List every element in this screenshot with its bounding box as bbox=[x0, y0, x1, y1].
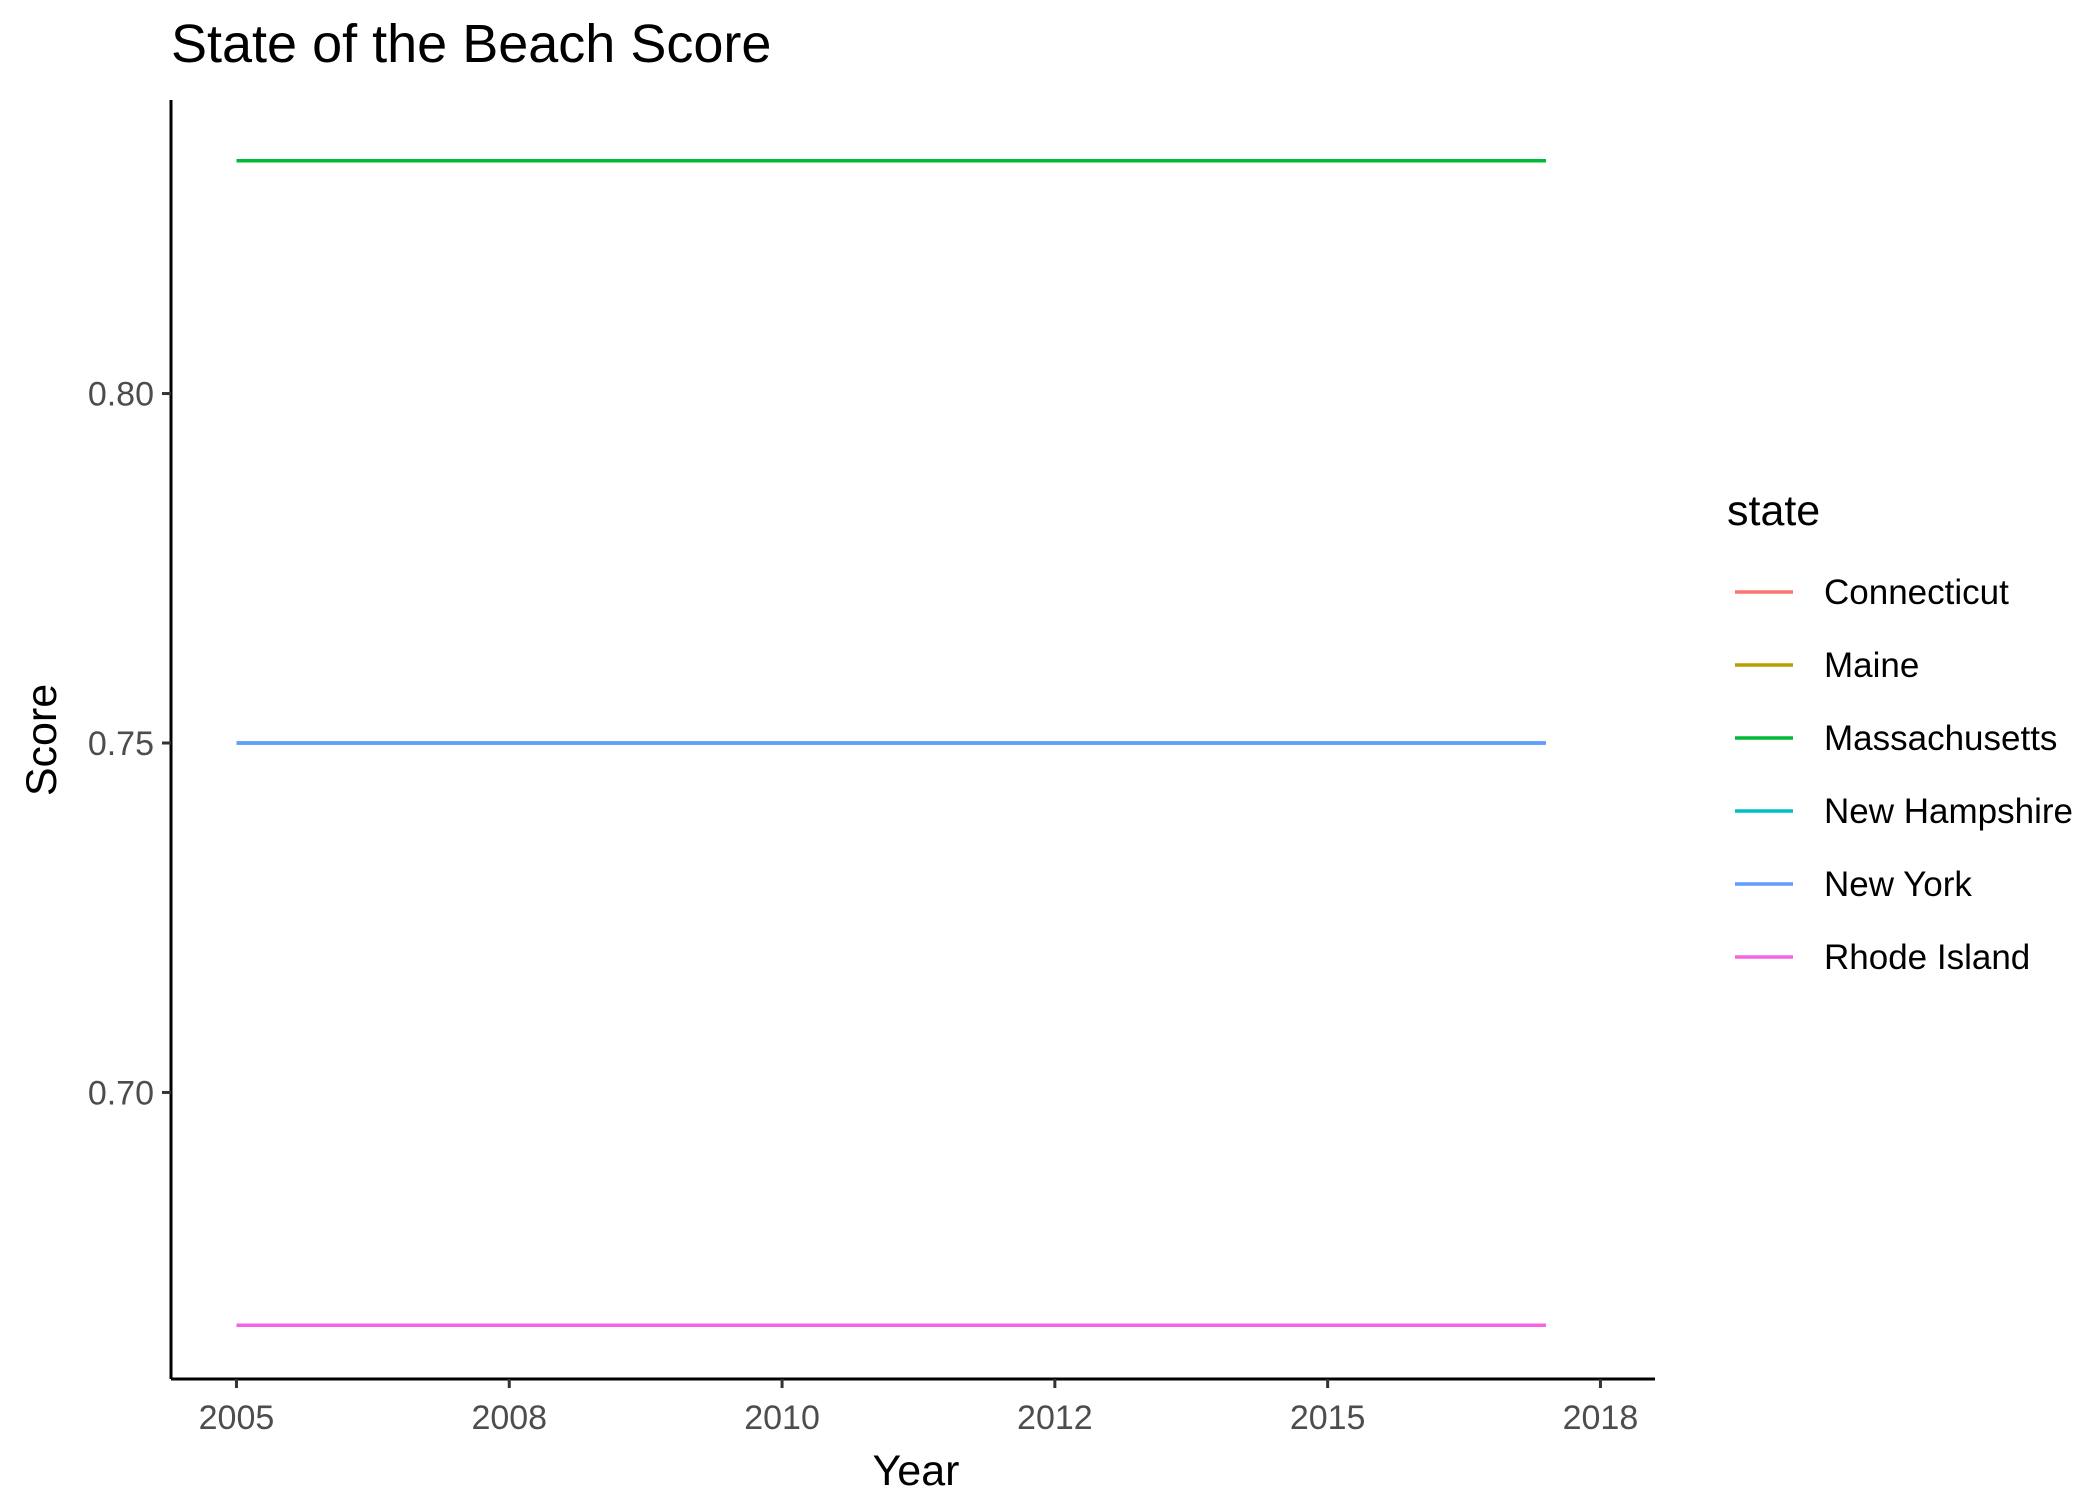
x-tick-label: 2005 bbox=[199, 1399, 275, 1437]
legend-title: state bbox=[1727, 487, 1820, 535]
legend-item-rhode-island: Rhode Island bbox=[1735, 938, 2030, 977]
legend-item-massachusetts: Massachusetts bbox=[1735, 719, 2057, 758]
plot-series-group bbox=[236, 159, 1546, 1327]
y-tick-label: 0.70 bbox=[88, 1074, 154, 1112]
y-tick-label: 0.80 bbox=[88, 376, 154, 414]
y-axis-title: Score bbox=[18, 684, 66, 796]
x-tick-label: 2012 bbox=[1017, 1399, 1093, 1437]
legend-label: New York bbox=[1824, 865, 1972, 904]
x-tick-label: 2018 bbox=[1563, 1399, 1639, 1437]
x-tick-label: 2008 bbox=[471, 1399, 547, 1437]
legend-label: Rhode Island bbox=[1824, 938, 2030, 977]
legend-item-maine: Maine bbox=[1735, 646, 1919, 685]
y-axis-ticks: 0.70 0.75 0.80 bbox=[88, 376, 171, 1112]
legend-label: Maine bbox=[1824, 646, 1919, 685]
legend-item-new-york: New York bbox=[1735, 865, 1972, 904]
legend-label: New Hampshire bbox=[1824, 792, 2073, 831]
x-axis-title: Year bbox=[873, 1447, 960, 1495]
legend-item-new-hampshire: New Hampshire bbox=[1735, 792, 2073, 831]
x-tick-label: 2010 bbox=[744, 1399, 820, 1437]
legend: Connecticut Maine Massachusetts New Hampshi… bbox=[1735, 573, 2073, 977]
y-tick-label: 0.75 bbox=[88, 725, 154, 763]
x-axis-ticks: 2005 2008 2010 2012 2015 2018 bbox=[199, 1379, 1639, 1437]
x-tick-label: 2015 bbox=[1290, 1399, 1366, 1437]
legend-label: Massachusetts bbox=[1824, 719, 2057, 758]
chart-title: State of the Beach Score bbox=[171, 14, 771, 74]
legend-item-connecticut: Connecticut bbox=[1735, 573, 2009, 612]
legend-label: Connecticut bbox=[1824, 573, 2009, 612]
